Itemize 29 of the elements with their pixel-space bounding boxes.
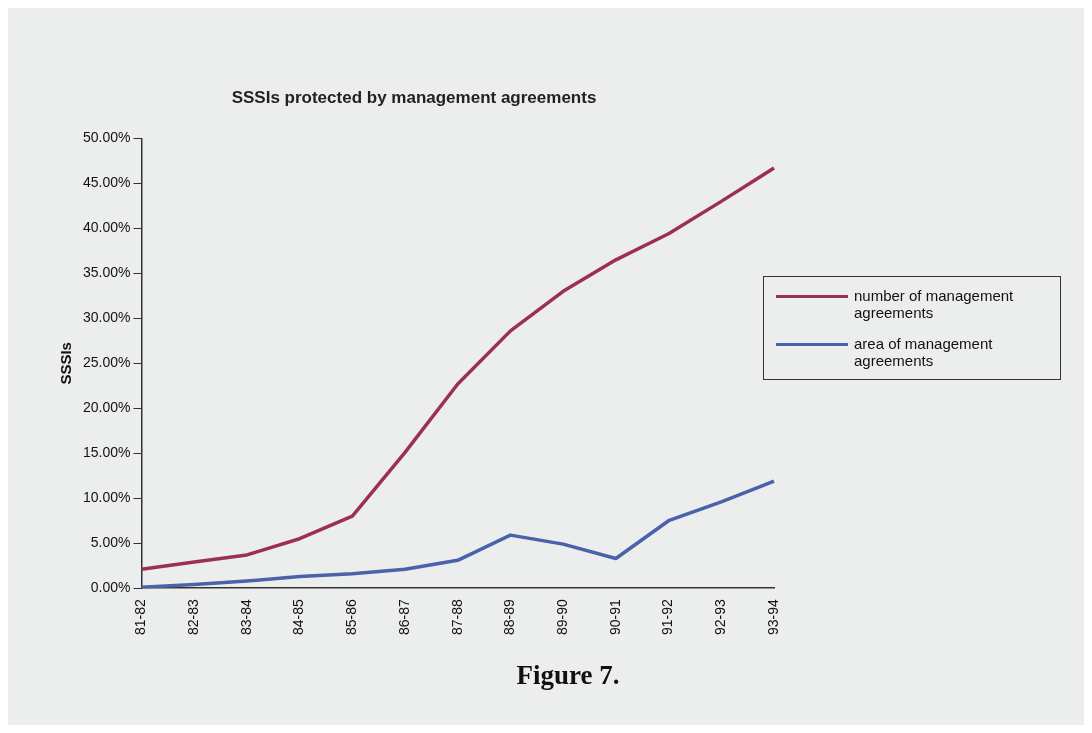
x-tick-label: 90-91 [606, 598, 623, 636]
chart-title: SSSIs protected by management agreements [231, 87, 597, 107]
caption: Figure 7. [515, 660, 621, 691]
y-tick-label: 40.00% [83, 219, 131, 236]
x-tick-label: 93-94 [764, 598, 781, 636]
y-tick-label: 20.00% [83, 399, 131, 416]
x-tick-label: 87-88 [448, 598, 465, 636]
y-tick-label: 10.00% [83, 489, 131, 506]
y-tick-label: 30.00% [83, 309, 131, 326]
y-tick-label: 25.00% [83, 354, 131, 371]
y-tick-label: 35.00% [83, 264, 131, 281]
y-tick-label: 5.00% [90, 534, 131, 551]
x-tick-label: 88-89 [501, 598, 518, 636]
y-tick-label: 50.00% [83, 129, 131, 146]
x-tick-label: 91-92 [659, 598, 676, 636]
y-tick-label: 0.00% [90, 579, 131, 596]
x-tick-label: 84-85 [290, 598, 307, 636]
legend-label: number of management agreements [854, 287, 1015, 321]
x-tick-label: 86-87 [395, 598, 412, 636]
x-tick-label: 92-93 [712, 598, 729, 636]
x-tick-label: 89-90 [554, 598, 571, 636]
x-tick-label: 81-82 [132, 598, 149, 636]
x-tick-label: 85-86 [343, 598, 360, 636]
legend-label: area of management agreements [854, 335, 994, 369]
y-tick-label: 15.00% [83, 444, 131, 461]
y-axis-title: SSSIs [57, 342, 75, 385]
y-tick-label: 45.00% [83, 174, 131, 191]
x-tick-label: 82-83 [185, 598, 202, 636]
x-tick-label: 83-84 [237, 598, 254, 636]
